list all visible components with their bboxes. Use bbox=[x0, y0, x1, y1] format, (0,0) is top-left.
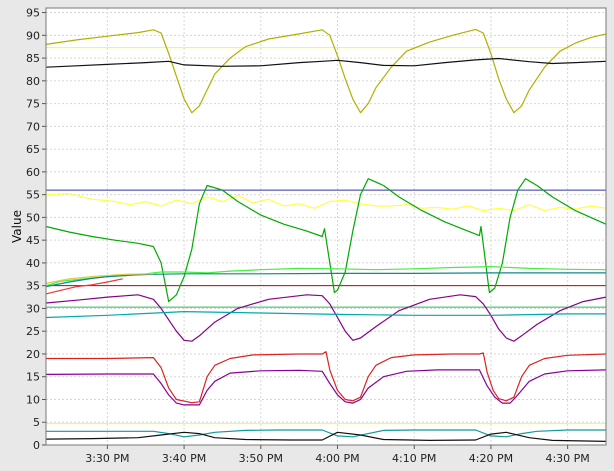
series-line bbox=[45, 273, 154, 284]
y-tick-label: 80 bbox=[26, 75, 40, 88]
y-tick-label: 95 bbox=[26, 7, 40, 20]
x-tick-label: 3:30 PM bbox=[85, 452, 129, 465]
y-tick-label: 70 bbox=[26, 120, 40, 133]
y-tick-label: 35 bbox=[26, 280, 40, 293]
y-tick-label: 5 bbox=[33, 416, 40, 429]
y-tick-label: 65 bbox=[26, 143, 40, 156]
x-tick-label: 4:20 PM bbox=[469, 452, 513, 465]
y-tick-label: 0 bbox=[33, 439, 40, 452]
series-line bbox=[45, 278, 123, 295]
series-line bbox=[46, 351, 607, 404]
x-tick-label: 3:40 PM bbox=[162, 452, 206, 465]
y-tick-label: 45 bbox=[26, 234, 40, 247]
series-line bbox=[45, 28, 607, 114]
x-tick-label: 4:00 PM bbox=[315, 452, 359, 465]
y-tick-label: 40 bbox=[26, 257, 40, 270]
series-line bbox=[45, 272, 606, 288]
series-line bbox=[45, 311, 606, 319]
y-tick-label: 50 bbox=[26, 211, 40, 224]
y-tick-label: 25 bbox=[26, 325, 40, 338]
series-line bbox=[45, 178, 607, 303]
series-line bbox=[45, 369, 607, 406]
x-tick-label: 4:10 PM bbox=[392, 452, 436, 465]
series-line bbox=[45, 57, 607, 68]
plot-background bbox=[45, 7, 607, 446]
series-line bbox=[46, 429, 606, 438]
y-tick-label: 15 bbox=[26, 371, 40, 384]
series-line bbox=[45, 431, 607, 442]
y-tick-label: 30 bbox=[26, 302, 40, 315]
y-tick-label: 20 bbox=[26, 348, 40, 361]
x-tick-label: 3:50 PM bbox=[239, 452, 283, 465]
plot-border bbox=[45, 7, 607, 446]
y-tick-label: 10 bbox=[26, 393, 40, 406]
series-line bbox=[45, 294, 607, 342]
x-tick-label: 4:30 PM bbox=[545, 452, 589, 465]
y-tick-label: 90 bbox=[26, 29, 40, 42]
y-axis-label: Value bbox=[10, 210, 24, 243]
y-tick-label: 55 bbox=[26, 189, 40, 202]
series-line bbox=[45, 193, 607, 212]
y-tick-label: 75 bbox=[26, 98, 40, 111]
y-tick-label: 60 bbox=[26, 166, 40, 179]
y-tick-label: 85 bbox=[26, 52, 40, 65]
